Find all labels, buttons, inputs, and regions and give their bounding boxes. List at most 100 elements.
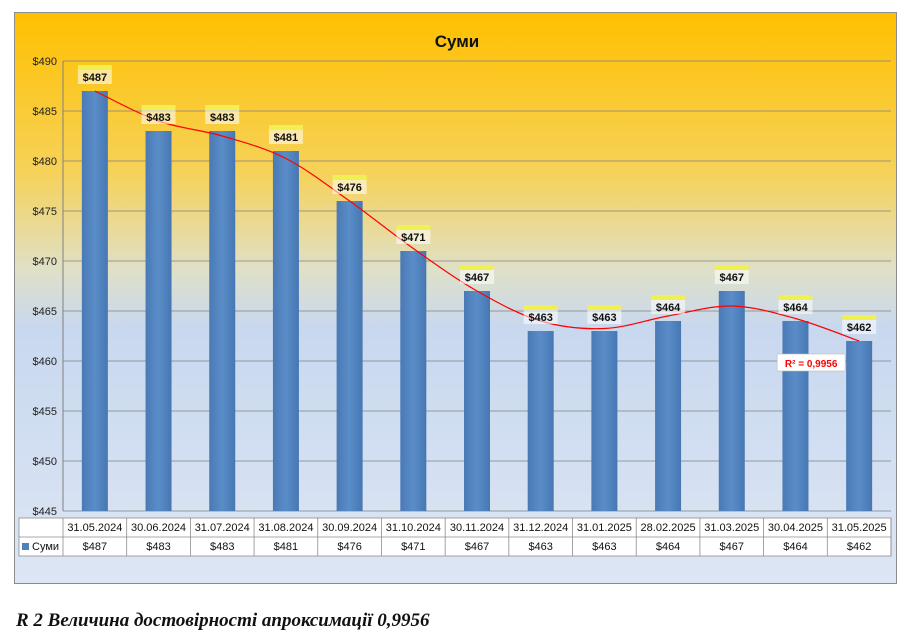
x-category-label: 30.06.2024 bbox=[131, 522, 186, 534]
data-label: $476 bbox=[337, 182, 361, 194]
bar bbox=[81, 91, 108, 511]
data-label-tag bbox=[205, 105, 240, 110]
data-label-tag bbox=[332, 175, 367, 180]
bar bbox=[527, 331, 554, 511]
bar bbox=[655, 321, 682, 511]
data-label-tag bbox=[396, 225, 431, 230]
table-value: $483 bbox=[210, 541, 234, 553]
x-category-label: 30.09.2024 bbox=[322, 522, 377, 534]
table-value: $467 bbox=[465, 541, 489, 553]
data-label-box bbox=[268, 130, 303, 144]
data-label: $467 bbox=[720, 272, 744, 284]
bar bbox=[591, 331, 618, 511]
x-category-label: 31.07.2024 bbox=[195, 522, 250, 534]
data-label-box bbox=[77, 70, 112, 84]
chart-title: Суми bbox=[435, 32, 480, 51]
bar-layer bbox=[81, 91, 873, 511]
data-label-box bbox=[587, 310, 622, 324]
y-tick-label: $455 bbox=[33, 406, 57, 418]
y-tick-label: $475 bbox=[33, 206, 57, 218]
data-label-tag bbox=[460, 265, 494, 270]
x-category-label: 31.05.2024 bbox=[67, 522, 122, 534]
x-category-label: 31.05.2025 bbox=[832, 522, 887, 534]
data-label-box bbox=[205, 110, 240, 124]
data-label-tag bbox=[523, 305, 558, 310]
bar bbox=[464, 291, 490, 511]
x-category-label: 31.08.2024 bbox=[258, 522, 313, 534]
bar bbox=[400, 251, 427, 511]
y-tick-label: $470 bbox=[33, 256, 57, 268]
bar bbox=[336, 201, 363, 511]
data-label-tag bbox=[651, 295, 686, 300]
series-name: Суми bbox=[32, 541, 59, 553]
data-label-tag bbox=[587, 305, 622, 310]
chart-frame: Суми $445 $450 $455 $460 $465 $470 $475 $480 $48… bbox=[14, 12, 897, 584]
data-label: $483 bbox=[146, 112, 170, 124]
bar bbox=[209, 131, 236, 511]
data-label: $464 bbox=[656, 302, 681, 314]
data-label-box bbox=[332, 180, 367, 194]
r2-label: R² = 0,9956 bbox=[785, 359, 838, 370]
table-value: $462 bbox=[847, 541, 871, 553]
x-category-label: 31.03.2025 bbox=[704, 522, 759, 534]
data-label: $471 bbox=[401, 232, 425, 244]
r2-box bbox=[776, 353, 846, 372]
data-label-box bbox=[778, 300, 813, 314]
table-value: $463 bbox=[592, 541, 616, 553]
x-category-label: 30.04.2025 bbox=[768, 522, 823, 534]
data-table: Суми 31.05.2024 $487 30.06.2024 $483 31.07.20… bbox=[18, 517, 892, 557]
data-label: $481 bbox=[274, 132, 298, 144]
x-category-label: 31.10.2024 bbox=[386, 522, 441, 534]
table-value: $487 bbox=[83, 541, 107, 553]
figure-caption: R 2 Величина достовірності апроксимації … bbox=[16, 610, 430, 631]
table-value: $464 bbox=[783, 541, 807, 553]
data-label: $483 bbox=[210, 112, 234, 124]
data-label-box bbox=[842, 320, 877, 334]
label-layer: $487 $483 $483 $481 $476 $471 $467 $463 $463 $464… bbox=[77, 65, 877, 372]
data-label: $462 bbox=[847, 322, 871, 334]
data-label-tag bbox=[842, 315, 877, 320]
table-value: $471 bbox=[401, 541, 425, 553]
y-tick-label: $485 bbox=[33, 106, 57, 118]
trend-layer bbox=[94, 90, 860, 342]
y-tick-label: $490 bbox=[33, 56, 57, 68]
data-label-tag bbox=[141, 105, 176, 110]
data-label-box bbox=[141, 110, 176, 124]
table-value: $481 bbox=[274, 541, 298, 553]
x-category-label: 31.01.2025 bbox=[577, 522, 632, 534]
y-tick-label: $450 bbox=[33, 456, 57, 468]
data-label: $487 bbox=[83, 72, 107, 84]
y-tick-label: $460 bbox=[33, 356, 57, 368]
data-label: $463 bbox=[528, 312, 552, 324]
bar bbox=[846, 341, 873, 511]
data-label-box bbox=[396, 230, 431, 244]
table-value: $464 bbox=[656, 541, 680, 553]
y-tick-label: $445 bbox=[33, 506, 57, 518]
chart-svg: Суми $445 $450 $455 $460 $465 $470 $475 $480 $48… bbox=[15, 13, 896, 583]
bar bbox=[718, 291, 745, 511]
data-label-tag bbox=[778, 295, 813, 300]
data-label-box bbox=[523, 310, 558, 324]
data-label: $463 bbox=[592, 312, 616, 324]
table-value: $476 bbox=[337, 541, 361, 553]
grid-layer: $445 $450 $455 $460 $465 $470 $475 $480 $485 $490 bbox=[33, 56, 891, 518]
x-category-label: 28.02.2025 bbox=[641, 522, 696, 534]
y-tick-label: $480 bbox=[33, 156, 57, 168]
data-label-tag bbox=[714, 265, 749, 270]
data-label-box bbox=[714, 270, 749, 284]
data-label: $464 bbox=[783, 302, 808, 314]
data-label-box bbox=[651, 300, 686, 314]
data-label-tag bbox=[268, 125, 303, 130]
table-value: $483 bbox=[146, 541, 170, 553]
table-value: $467 bbox=[720, 541, 744, 553]
data-label: $467 bbox=[465, 272, 489, 284]
x-category-label: 31.12.2024 bbox=[513, 522, 568, 534]
trendline bbox=[94, 90, 860, 342]
table-value: $463 bbox=[528, 541, 552, 553]
data-label-tag bbox=[77, 65, 112, 70]
bar bbox=[782, 321, 809, 511]
x-category-label: 30.11.2024 bbox=[450, 522, 504, 534]
legend-key bbox=[22, 543, 29, 550]
data-label-box bbox=[460, 270, 494, 284]
bar bbox=[272, 151, 299, 511]
